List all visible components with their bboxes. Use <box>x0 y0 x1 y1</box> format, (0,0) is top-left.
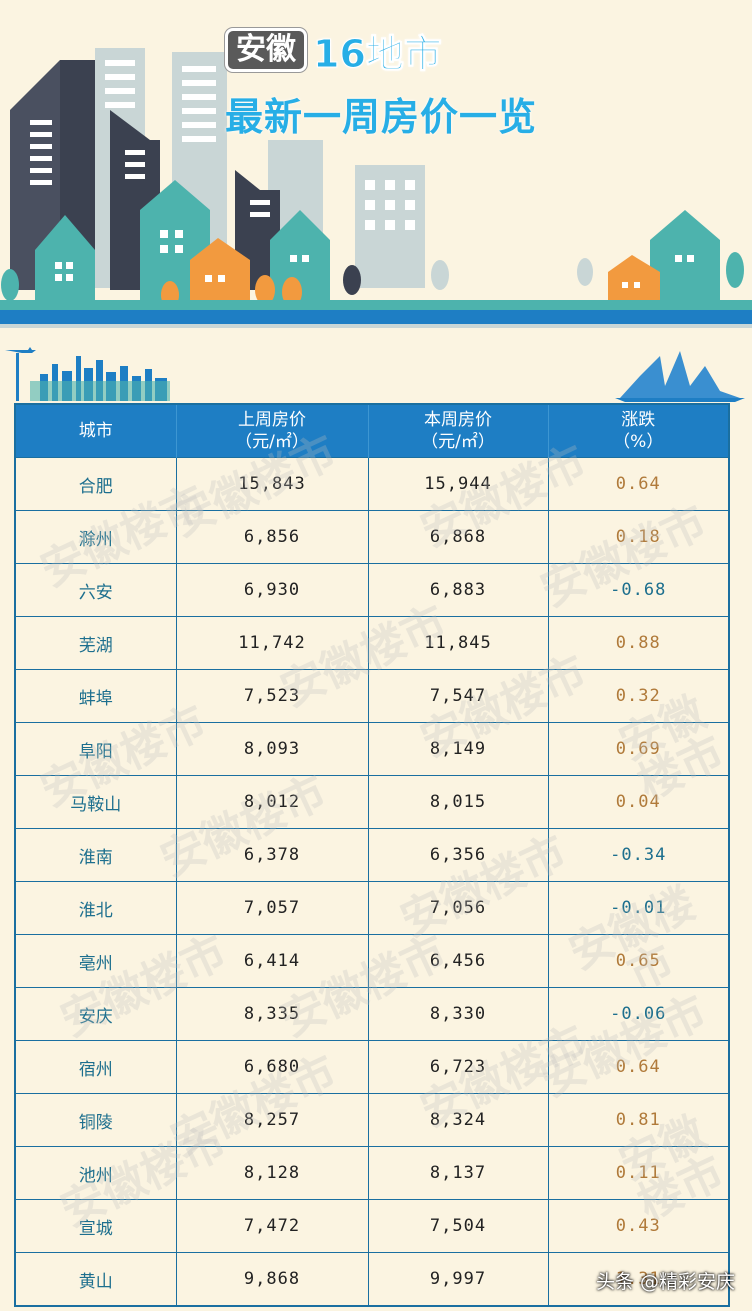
last-week-price-cell: 6,680 <box>176 1040 369 1094</box>
this-week-price-cell: 6,868 <box>368 510 549 564</box>
change-cell: 0.11 <box>548 1146 728 1200</box>
city-cell: 滁州 <box>16 510 177 564</box>
table-row: 池州 8,128 8,137 0.11 <box>16 1146 728 1200</box>
last-week-price-cell: 6,856 <box>176 510 369 564</box>
city-cell: 宣城 <box>16 1199 177 1253</box>
change-cell: 1.31 <box>548 1252 728 1305</box>
table-row: 淮北 7,057 7,056 -0.01 <box>16 881 728 935</box>
city-cell: 淮南 <box>16 828 177 882</box>
this-week-price-cell: 11,845 <box>368 616 549 670</box>
this-week-price-cell: 9,997 <box>368 1252 549 1305</box>
last-week-price-cell: 7,523 <box>176 669 369 723</box>
this-week-price-cell: 15,944 <box>368 457 549 511</box>
this-week-price-cell: 8,330 <box>368 987 549 1041</box>
change-cell: -0.34 <box>548 828 728 882</box>
last-week-price-cell: 6,414 <box>176 934 369 988</box>
table-row: 黄山 9,868 9,997 1.31 <box>16 1252 728 1305</box>
table-row: 安庆 8,335 8,330 -0.06 <box>16 987 728 1041</box>
this-week-price-cell: 8,137 <box>368 1146 549 1200</box>
city-cell: 铜陵 <box>16 1093 177 1147</box>
page-title-line2: 最新一周房价一览 <box>225 95 538 139</box>
column-header-this-week: 本周房价 （元/㎡） <box>368 405 549 458</box>
city-cell: 淮北 <box>16 881 177 935</box>
change-cell: 0.88 <box>548 616 728 670</box>
column-header-change: 涨跌 （%） <box>548 405 728 458</box>
last-week-price-cell: 8,093 <box>176 722 369 776</box>
table-row: 铜陵 8,257 8,324 0.81 <box>16 1093 728 1147</box>
change-cell: -0.68 <box>548 563 728 617</box>
this-week-price-cell: 7,056 <box>368 881 549 935</box>
change-cell: 0.32 <box>548 669 728 723</box>
change-cell: -0.01 <box>548 881 728 935</box>
city-cell: 亳州 <box>16 934 177 988</box>
last-week-price-cell: 8,128 <box>176 1146 369 1200</box>
table-row: 亳州 6,414 6,456 0.65 <box>16 934 728 988</box>
table-row: 宿州 6,680 6,723 0.64 <box>16 1040 728 1094</box>
this-week-price-cell: 8,015 <box>368 775 549 829</box>
title-area: 安徽 16地市 最新一周房价一览 <box>225 28 537 141</box>
city-cell: 黄山 <box>16 1252 177 1305</box>
column-header-city: 城市 <box>16 405 177 458</box>
change-cell: 0.81 <box>548 1093 728 1147</box>
last-week-price-cell: 6,378 <box>176 828 369 882</box>
table-row: 六安 6,930 6,883 -0.68 <box>16 563 728 617</box>
change-cell: 0.69 <box>548 722 728 776</box>
last-week-price-cell: 6,930 <box>176 563 369 617</box>
city-cell: 马鞍山 <box>16 775 177 829</box>
last-week-price-cell: 15,843 <box>176 457 369 511</box>
change-cell: 0.64 <box>548 1040 728 1094</box>
change-cell: 0.65 <box>548 934 728 988</box>
last-week-price-cell: 7,057 <box>176 881 369 935</box>
city-cell: 六安 <box>16 563 177 617</box>
this-week-price-cell: 6,356 <box>368 828 549 882</box>
change-cell: 0.43 <box>548 1199 728 1253</box>
column-header-last-week: 上周房价 （元/㎡） <box>176 405 369 458</box>
table-row: 合肥 15,843 15,944 0.64 <box>16 457 728 511</box>
change-cell: 0.18 <box>548 510 728 564</box>
last-week-price-cell: 11,742 <box>176 616 369 670</box>
city-cell: 合肥 <box>16 457 177 511</box>
this-week-price-cell: 6,723 <box>368 1040 549 1094</box>
decorative-skyline-strip <box>5 347 745 402</box>
last-week-price-cell: 8,012 <box>176 775 369 829</box>
last-week-price-cell: 8,257 <box>176 1093 369 1147</box>
price-table: 城市 上周房价 （元/㎡） 本周房价 （元/㎡） 涨跌 （%） 合肥 15,843… <box>14 403 732 1307</box>
this-week-price-cell: 7,504 <box>368 1199 549 1253</box>
city-cell: 阜阳 <box>16 722 177 776</box>
city-cell: 芜湖 <box>16 616 177 670</box>
table-row: 淮南 6,378 6,356 -0.34 <box>16 828 728 882</box>
table-row: 马鞍山 8,012 8,015 0.04 <box>16 775 728 829</box>
change-cell: -0.06 <box>548 987 728 1041</box>
table-row: 滁州 6,856 6,868 0.18 <box>16 510 728 564</box>
this-week-price-cell: 6,456 <box>368 934 549 988</box>
last-week-price-cell: 8,335 <box>176 987 369 1041</box>
source-credit: 头条 @精彩安庆 <box>596 1271 736 1293</box>
this-week-price-cell: 7,547 <box>368 669 549 723</box>
region-badge: 安徽 <box>225 28 307 72</box>
city-cell: 安庆 <box>16 987 177 1041</box>
table-row: 芜湖 11,742 11,845 0.88 <box>16 616 728 670</box>
city-skyline-banner <box>0 0 752 336</box>
change-cell: 0.04 <box>548 775 728 829</box>
change-cell: 0.64 <box>548 457 728 511</box>
last-week-price-cell: 7,472 <box>176 1199 369 1253</box>
city-cell: 宿州 <box>16 1040 177 1094</box>
page-title-line1: 16地市 <box>313 31 443 76</box>
this-week-price-cell: 6,883 <box>368 563 549 617</box>
city-cell: 蚌埠 <box>16 669 177 723</box>
this-week-price-cell: 8,149 <box>368 722 549 776</box>
table-header-row: 城市 上周房价 （元/㎡） 本周房价 （元/㎡） 涨跌 （%） <box>16 405 728 458</box>
table-row: 宣城 7,472 7,504 0.43 <box>16 1199 728 1253</box>
last-week-price-cell: 9,868 <box>176 1252 369 1305</box>
table-row: 蚌埠 7,523 7,547 0.32 <box>16 669 728 723</box>
table-row: 阜阳 8,093 8,149 0.69 <box>16 722 728 776</box>
city-cell: 池州 <box>16 1146 177 1200</box>
this-week-price-cell: 8,324 <box>368 1093 549 1147</box>
